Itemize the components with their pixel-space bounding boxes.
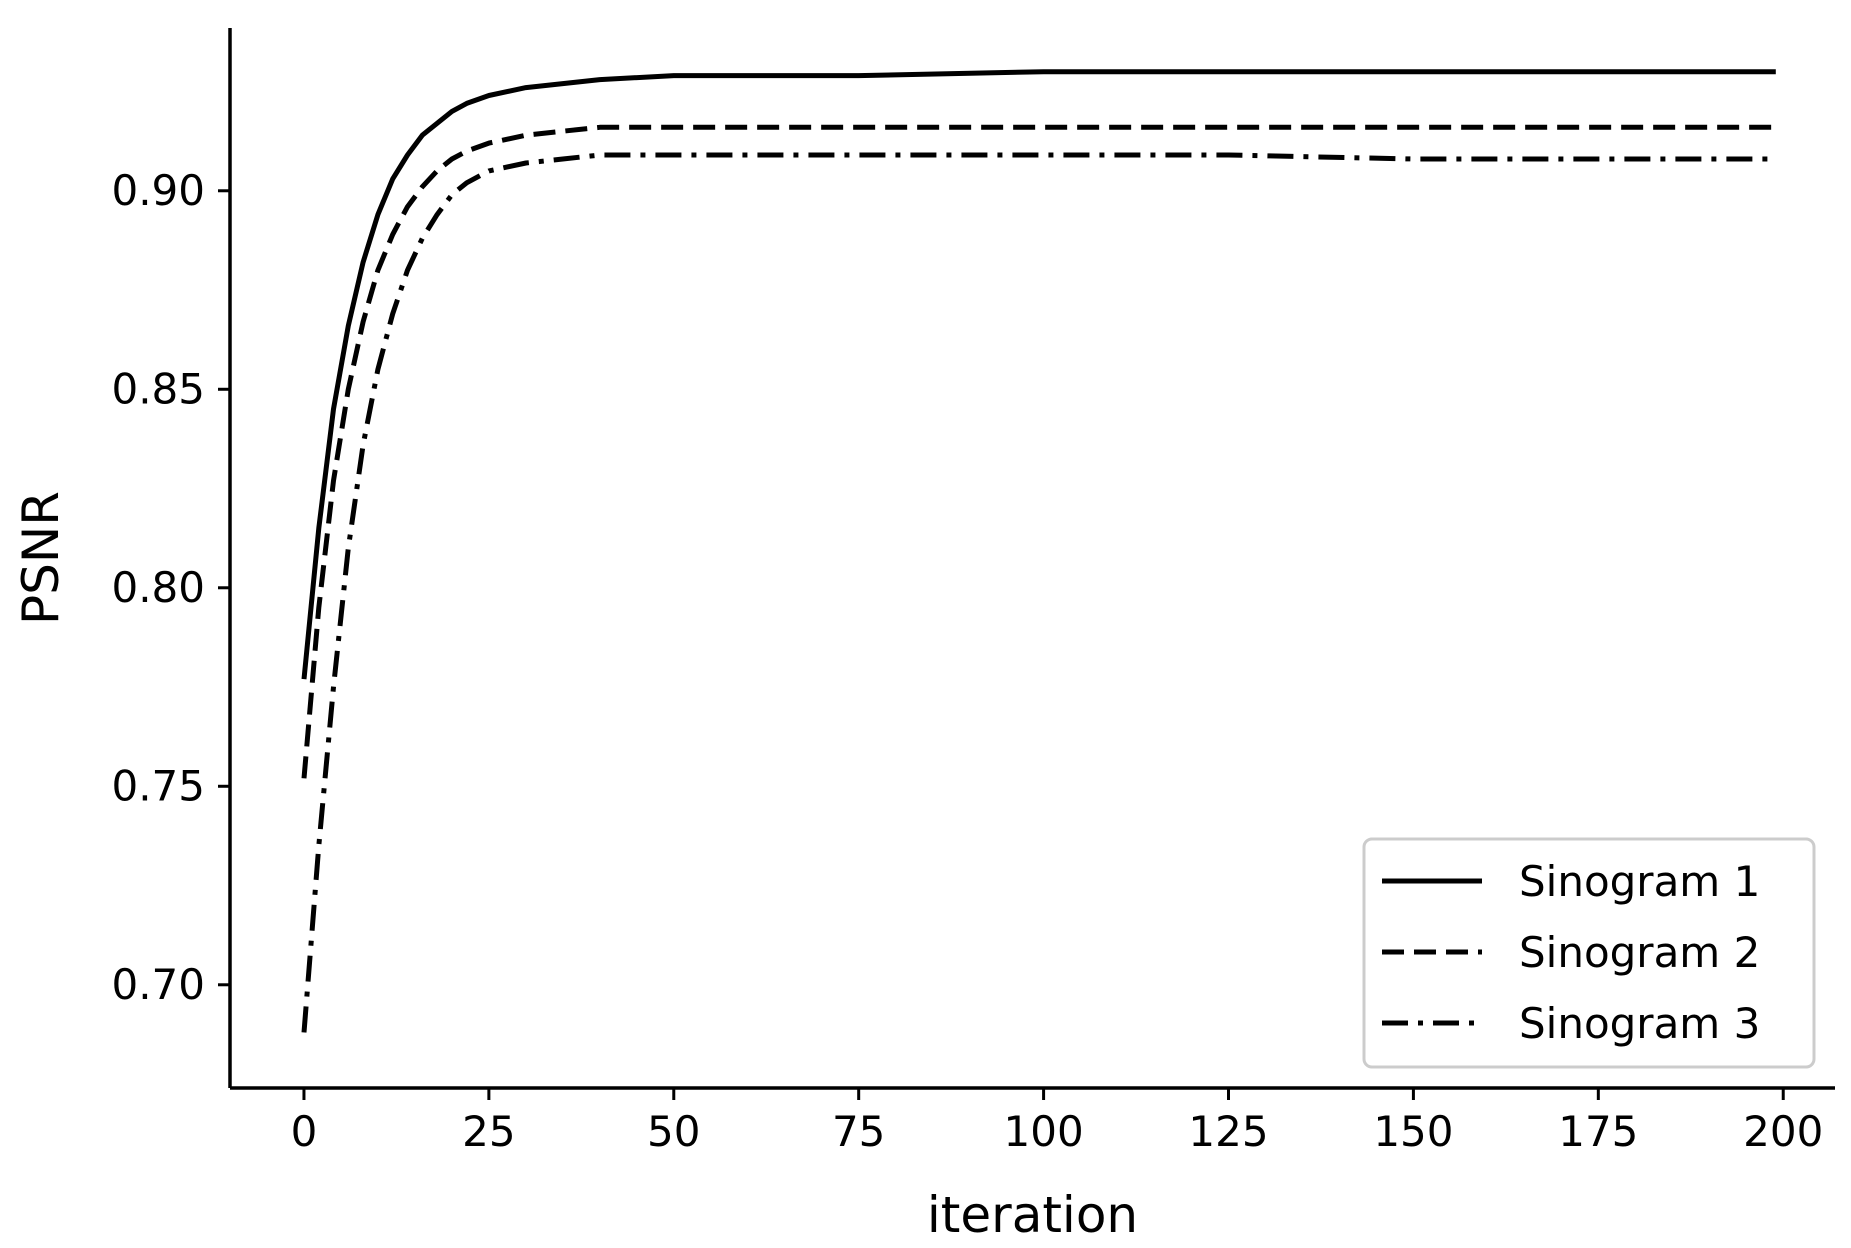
y-tick-label: 0.80 — [111, 563, 205, 612]
x-tick-label: 200 — [1743, 1107, 1823, 1156]
x-axis-label: iteration — [927, 1186, 1138, 1244]
legend-label-2: Sinogram 2 — [1519, 928, 1760, 977]
series-layer — [301, 69, 1776, 1033]
legend: Sinogram 1 Sinogram 2 Sinogram 3 — [1362, 837, 1816, 1069]
x-tick-label: 100 — [1004, 1107, 1084, 1156]
y-tick-label: 0.90 — [111, 166, 205, 215]
y-tick-label: 0.85 — [111, 364, 205, 413]
y-tick-label: 0.70 — [111, 960, 205, 1009]
x-tick-label: 25 — [462, 1107, 515, 1156]
series-line-2 — [301, 124, 1776, 779]
series-line-3 — [301, 152, 1776, 1033]
legend-label-3: Sinogram 3 — [1519, 999, 1760, 1048]
x-tick-label: 0 — [291, 1107, 318, 1156]
legend-label-1: Sinogram 1 — [1519, 857, 1760, 906]
x-tick-label: 50 — [647, 1107, 700, 1156]
x-tick-label: 175 — [1558, 1107, 1638, 1156]
ticks-layer: 0 25 50 75 100 125 150 175 200 0.70 0.75 0.80 0.85 0.… — [111, 166, 1823, 1156]
x-tick-label: 75 — [832, 1107, 885, 1156]
x-tick-label: 125 — [1188, 1107, 1268, 1156]
axes-layer — [228, 28, 1835, 1090]
y-tick-label: 0.75 — [111, 761, 205, 810]
y-axis-label: PSNR — [12, 491, 70, 625]
x-tick-label: 150 — [1373, 1107, 1453, 1156]
legend-box — [1362, 837, 1816, 1069]
series-line-1 — [301, 69, 1776, 680]
